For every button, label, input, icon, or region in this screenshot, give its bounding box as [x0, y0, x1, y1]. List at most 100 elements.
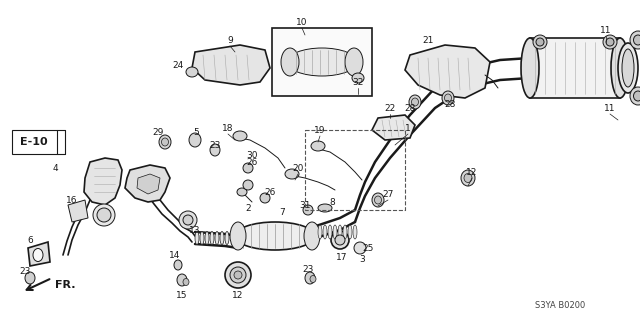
- Text: 16: 16: [67, 196, 77, 204]
- Ellipse shape: [225, 262, 251, 288]
- Bar: [12, 130, 57, 154]
- Ellipse shape: [230, 267, 246, 283]
- Ellipse shape: [333, 225, 337, 239]
- Text: 6: 6: [27, 236, 33, 244]
- Text: 21: 21: [422, 36, 434, 44]
- Ellipse shape: [343, 225, 347, 239]
- Ellipse shape: [285, 169, 299, 179]
- Ellipse shape: [161, 138, 168, 146]
- Ellipse shape: [345, 48, 363, 76]
- Ellipse shape: [304, 222, 320, 250]
- Ellipse shape: [318, 225, 322, 239]
- Text: 12: 12: [232, 291, 244, 300]
- Ellipse shape: [243, 163, 253, 173]
- Ellipse shape: [331, 231, 349, 249]
- Bar: [272, 28, 372, 96]
- Ellipse shape: [318, 204, 332, 212]
- Ellipse shape: [354, 242, 366, 254]
- Ellipse shape: [409, 95, 421, 109]
- Text: 15: 15: [176, 291, 188, 300]
- Text: FR.: FR.: [55, 280, 76, 290]
- Polygon shape: [68, 200, 88, 222]
- Text: 23: 23: [302, 266, 314, 275]
- Text: 29: 29: [152, 127, 164, 137]
- Text: 28: 28: [444, 100, 456, 108]
- Text: 11: 11: [600, 26, 612, 35]
- Text: 30: 30: [246, 150, 258, 159]
- Ellipse shape: [200, 231, 204, 244]
- Ellipse shape: [237, 188, 247, 196]
- Text: 32: 32: [352, 77, 364, 86]
- Ellipse shape: [305, 272, 315, 284]
- Text: 23: 23: [209, 140, 221, 149]
- Polygon shape: [28, 242, 50, 266]
- Ellipse shape: [611, 38, 629, 98]
- Bar: [305, 130, 405, 210]
- Polygon shape: [405, 45, 490, 98]
- Ellipse shape: [93, 204, 115, 226]
- Ellipse shape: [205, 231, 209, 244]
- Ellipse shape: [442, 91, 454, 105]
- Ellipse shape: [233, 131, 247, 141]
- Ellipse shape: [281, 48, 299, 76]
- Ellipse shape: [174, 260, 182, 270]
- Ellipse shape: [323, 225, 327, 239]
- Ellipse shape: [159, 135, 171, 149]
- Ellipse shape: [603, 35, 617, 49]
- Ellipse shape: [210, 231, 214, 244]
- Ellipse shape: [464, 173, 472, 182]
- Ellipse shape: [189, 133, 201, 147]
- Text: 5: 5: [193, 127, 199, 137]
- Ellipse shape: [287, 48, 357, 76]
- Ellipse shape: [630, 87, 640, 105]
- Text: 10: 10: [296, 18, 308, 27]
- Ellipse shape: [311, 141, 325, 151]
- Ellipse shape: [215, 231, 219, 244]
- Text: 27: 27: [382, 189, 394, 198]
- Ellipse shape: [445, 94, 451, 102]
- Text: 9: 9: [227, 36, 233, 44]
- Polygon shape: [372, 115, 415, 140]
- Text: 8: 8: [329, 197, 335, 206]
- Ellipse shape: [412, 98, 419, 106]
- Ellipse shape: [210, 144, 220, 156]
- Ellipse shape: [634, 91, 640, 101]
- Text: 18: 18: [222, 124, 234, 132]
- Ellipse shape: [234, 271, 242, 279]
- Ellipse shape: [97, 208, 111, 222]
- Ellipse shape: [352, 73, 364, 83]
- Text: S3YA B0200: S3YA B0200: [535, 300, 585, 309]
- Text: 13: 13: [189, 226, 201, 235]
- Ellipse shape: [335, 235, 345, 245]
- Bar: [530, 38, 620, 98]
- Text: 26: 26: [264, 188, 276, 196]
- Ellipse shape: [195, 231, 199, 244]
- Text: 4: 4: [52, 164, 58, 172]
- Text: 11: 11: [604, 103, 616, 113]
- Ellipse shape: [183, 278, 189, 285]
- Polygon shape: [192, 45, 270, 85]
- Text: 1: 1: [405, 124, 411, 132]
- Ellipse shape: [461, 170, 475, 186]
- Text: 14: 14: [170, 251, 180, 260]
- Ellipse shape: [225, 231, 229, 244]
- Ellipse shape: [372, 193, 384, 207]
- Ellipse shape: [634, 35, 640, 45]
- Ellipse shape: [220, 231, 224, 244]
- Text: 25: 25: [362, 244, 374, 252]
- Text: 2: 2: [245, 204, 251, 212]
- Text: 17: 17: [336, 253, 348, 262]
- Ellipse shape: [630, 31, 640, 49]
- Ellipse shape: [310, 276, 316, 283]
- Text: 23: 23: [19, 268, 31, 276]
- Text: 7: 7: [279, 207, 285, 217]
- Ellipse shape: [186, 67, 198, 77]
- Text: 3: 3: [359, 255, 365, 265]
- Text: 26: 26: [246, 157, 258, 166]
- Text: 12: 12: [467, 167, 477, 177]
- Polygon shape: [137, 174, 160, 194]
- Ellipse shape: [25, 272, 35, 284]
- Ellipse shape: [328, 225, 332, 239]
- Ellipse shape: [521, 38, 539, 98]
- Ellipse shape: [618, 43, 638, 93]
